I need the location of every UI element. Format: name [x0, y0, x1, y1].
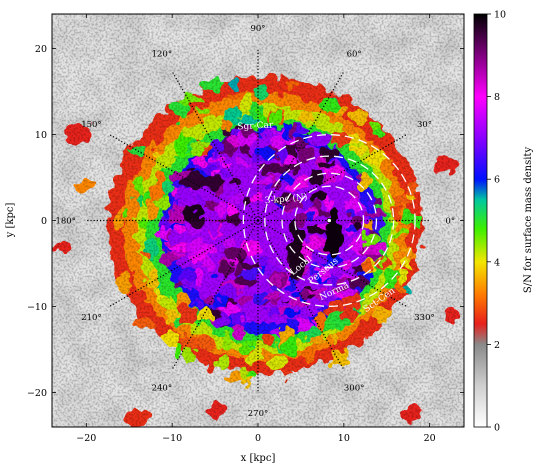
- x-axis: −20 −10 0 10 20: [76, 14, 436, 444]
- colorbar-tick-label: 0: [494, 423, 500, 434]
- longitude-label: 120°: [152, 50, 172, 60]
- distance-circle: [242, 134, 416, 307]
- y-tick-label: −10: [27, 302, 47, 313]
- y-tick-label: 20: [35, 44, 47, 55]
- longitude-label: 210°: [81, 313, 101, 323]
- arm-label: Sgr-Car: [237, 120, 274, 132]
- x-tick-label: 20: [424, 433, 436, 444]
- colorbar-tick-label: 2: [494, 340, 500, 351]
- x-tick-label: 0: [255, 433, 261, 444]
- x-axis-label: x [kpc]: [241, 453, 276, 464]
- sn-region: [73, 179, 91, 193]
- colorbar: 0 2 4 6 8 10 S/N for surface mass density: [473, 10, 534, 434]
- longitude-label: 150°: [81, 120, 101, 130]
- longitude-label: 270°: [248, 409, 268, 419]
- sn-region: [434, 154, 459, 175]
- y-tick-label: −20: [27, 388, 47, 399]
- longitude-label: 180°: [55, 217, 75, 227]
- y-axis-label: y [kpc]: [5, 203, 16, 239]
- longitude-label: 300°: [344, 383, 364, 393]
- longitude-label: 60°: [347, 50, 362, 60]
- plot-area: 0° 30° 60° 90° 120° 150° 180° 210° 240° 270° 300° 3…: [51, 13, 465, 428]
- colorbar-tick-label: 10: [494, 10, 506, 21]
- y-tick-label: 0: [41, 216, 47, 227]
- colorbar-tick-label: 8: [494, 92, 500, 103]
- sn-region: [125, 408, 150, 427]
- radius-circles: [242, 134, 416, 307]
- longitude-lines: 0° 30° 60° 90° 120° 150° 180° 210° 240° 270° 300° 3…: [55, 24, 455, 419]
- colorbar-bar: [473, 13, 488, 428]
- sn-region: [64, 123, 92, 146]
- colorbar-tick-label: 6: [494, 175, 500, 186]
- sn-region: [56, 239, 74, 254]
- x-tick-label: 10: [338, 433, 350, 444]
- sn-region: [442, 308, 460, 323]
- colorbar-tick-label: 4: [494, 257, 500, 268]
- sun-point: [326, 217, 332, 224]
- sn-region: [402, 405, 423, 423]
- longitude-label: 0°: [445, 217, 455, 227]
- longitude-label: 30°: [417, 120, 432, 130]
- sn-speckle: [100, 45, 430, 375]
- distance-circle: [294, 185, 365, 256]
- y-tick-label: 10: [35, 130, 47, 141]
- colorbar-ticks: 0 2 4 6 8 10: [487, 10, 506, 434]
- longitude-label: 330°: [414, 313, 434, 323]
- y-axis: −20 −10 0 10 20: [27, 44, 464, 399]
- colorbar-label: S/N for surface mass density: [523, 147, 534, 294]
- sn-region: [206, 402, 224, 417]
- distance-circle: [281, 172, 378, 269]
- sun-marker: [326, 217, 332, 224]
- arm-label: 3-kpc (N): [264, 192, 308, 207]
- x-tick-label: −20: [76, 433, 96, 444]
- longitude-label: 240°: [152, 383, 172, 393]
- x-tick-label: −10: [162, 433, 182, 444]
- longitude-label: 90°: [250, 24, 265, 34]
- distance-circle: [264, 155, 395, 286]
